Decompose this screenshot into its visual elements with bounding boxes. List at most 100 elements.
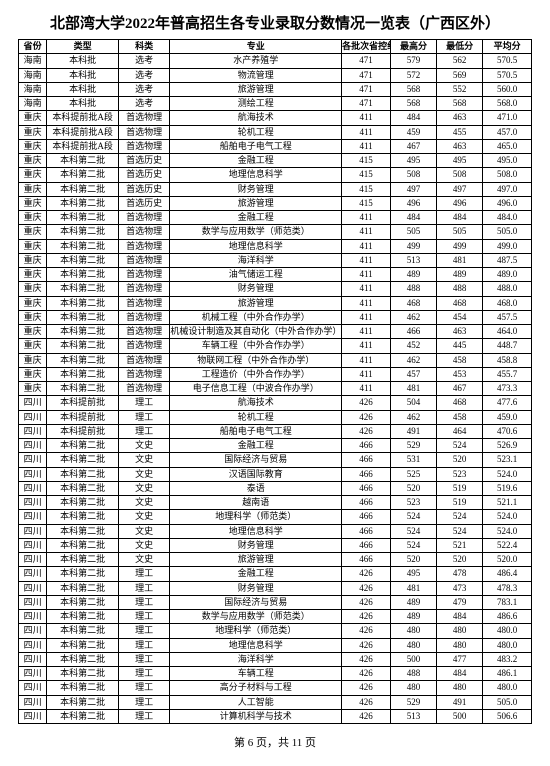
table-cell: 本科第二批	[47, 538, 119, 552]
table-cell: 文史	[119, 538, 170, 552]
table-cell: 783.1	[483, 595, 532, 609]
table-cell: 本科第二批	[47, 595, 119, 609]
table-cell: 484	[390, 111, 436, 125]
table-cell: 468	[437, 296, 483, 310]
table-cell: 415	[342, 168, 391, 182]
table-cell: 521.1	[483, 496, 532, 510]
table-cell: 519	[437, 481, 483, 495]
table-cell: 机械设计制造及其自动化（中外合作办学）	[170, 325, 342, 339]
table-cell: 467	[390, 139, 436, 153]
table-cell: 488	[437, 282, 483, 296]
table-cell: 480	[390, 681, 436, 695]
table-row: 四川本科第二批理工财务管理426481473478.3	[19, 581, 532, 595]
table-cell: 油气储运工程	[170, 268, 342, 282]
table-cell: 497	[390, 182, 436, 196]
table-row: 四川本科第二批文史地理科学（师范类）466524524524.0	[19, 510, 532, 524]
table-row: 四川本科第二批理工人工智能426529491505.0	[19, 695, 532, 709]
table-cell: 562	[437, 54, 483, 68]
table-cell: 本科提前批	[47, 410, 119, 424]
table-cell: 458.8	[483, 353, 532, 367]
table-cell: 523	[390, 496, 436, 510]
table-cell: 文史	[119, 496, 170, 510]
table-cell: 426	[342, 581, 391, 595]
table-row: 四川本科第二批文史财务管理466524521522.4	[19, 538, 532, 552]
table-cell: 520	[437, 553, 483, 567]
table-cell: 411	[342, 339, 391, 353]
table-cell: 理工	[119, 595, 170, 609]
table-cell: 金融工程	[170, 567, 342, 581]
table-cell: 本科第二批	[47, 553, 119, 567]
table-cell: 411	[342, 310, 391, 324]
table-cell: 四川	[19, 453, 47, 467]
table-cell: 486.1	[483, 667, 532, 681]
table-cell: 四川	[19, 567, 47, 581]
table-cell: 508	[390, 168, 436, 182]
table-cell: 本科提前批	[47, 424, 119, 438]
table-cell: 理工	[119, 652, 170, 666]
table-cell: 453	[437, 367, 483, 381]
table-cell: 首选历史	[119, 196, 170, 210]
table-cell: 454	[437, 310, 483, 324]
table-cell: 462	[390, 310, 436, 324]
table-cell: 地理科学（师范类）	[170, 510, 342, 524]
table-cell: 本科第二批	[47, 253, 119, 267]
table-row: 四川本科第二批理工车辆工程426488484486.1	[19, 667, 532, 681]
table-cell: 495	[390, 567, 436, 581]
table-cell: 重庆	[19, 253, 47, 267]
table-cell: 489	[390, 595, 436, 609]
table-cell: 船舶电子电气工程	[170, 139, 342, 153]
table-cell: 选考	[119, 82, 170, 96]
table-cell: 重庆	[19, 296, 47, 310]
table-cell: 455.7	[483, 367, 532, 381]
table-cell: 552	[437, 82, 483, 96]
table-cell: 480.0	[483, 624, 532, 638]
table-cell: 466	[390, 325, 436, 339]
table-cell: 411	[342, 111, 391, 125]
table-cell: 本科第二批	[47, 453, 119, 467]
table-cell: 本科第二批	[47, 695, 119, 709]
table-row: 四川本科第二批文史越南语466523519521.1	[19, 496, 532, 510]
table-cell: 本科提前批A段	[47, 125, 119, 139]
table-cell: 金融工程	[170, 439, 342, 453]
table-cell: 471	[342, 97, 391, 111]
table-cell: 499.0	[483, 239, 532, 253]
table-cell: 首选物理	[119, 225, 170, 239]
table-cell: 四川	[19, 652, 47, 666]
table-cell: 458	[437, 353, 483, 367]
table-cell: 411	[342, 353, 391, 367]
table-cell: 466	[342, 439, 391, 453]
table-cell: 四川	[19, 439, 47, 453]
table-row: 重庆本科第二批首选物理海洋科学411513481487.5	[19, 253, 532, 267]
table-cell: 467	[437, 382, 483, 396]
table-cell: 519	[437, 496, 483, 510]
table-cell: 重庆	[19, 268, 47, 282]
table-cell: 471	[342, 68, 391, 82]
table-cell: 船舶电子电气工程	[170, 424, 342, 438]
table-cell: 旅游管理	[170, 196, 342, 210]
table-cell: 463	[437, 139, 483, 153]
table-cell: 理工	[119, 424, 170, 438]
table-cell: 411	[342, 139, 391, 153]
table-cell: 旅游管理	[170, 553, 342, 567]
table-cell: 480.0	[483, 681, 532, 695]
table-cell: 411	[342, 382, 391, 396]
table-cell: 426	[342, 567, 391, 581]
table-cell: 文史	[119, 453, 170, 467]
table-cell: 489.0	[483, 268, 532, 282]
table-cell: 泰语	[170, 481, 342, 495]
table-cell: 477	[437, 652, 483, 666]
table-cell: 地理信息科学	[170, 638, 342, 652]
table-cell: 本科第二批	[47, 154, 119, 168]
table-cell: 426	[342, 695, 391, 709]
table-cell: 459	[390, 125, 436, 139]
table-cell: 524.0	[483, 524, 532, 538]
table-cell: 524.0	[483, 467, 532, 481]
table-cell: 525	[390, 467, 436, 481]
table-cell: 524	[390, 538, 436, 552]
table-cell: 524	[437, 524, 483, 538]
table-cell: 重庆	[19, 111, 47, 125]
table-cell: 金融工程	[170, 154, 342, 168]
table-cell: 首选物理	[119, 296, 170, 310]
table-cell: 四川	[19, 524, 47, 538]
table-cell: 466	[342, 553, 391, 567]
